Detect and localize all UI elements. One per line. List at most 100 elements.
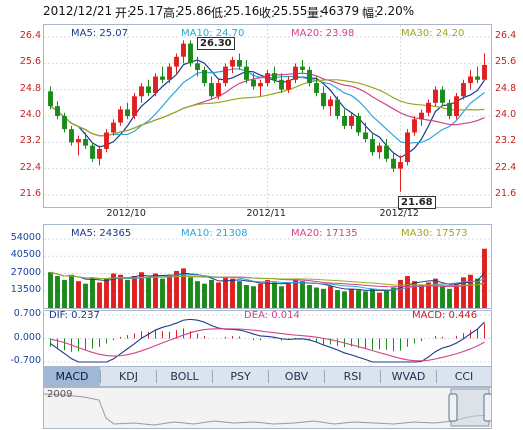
change-value: 2.20%: [376, 4, 415, 18]
volume-bar: [286, 283, 291, 308]
candle-body: [356, 116, 361, 133]
candle-body: [307, 69, 312, 84]
volume-bar: [104, 278, 109, 308]
candle-body: [125, 109, 130, 116]
price-tick-left: 22.4: [19, 161, 41, 173]
volume-bar: [230, 278, 235, 308]
volume-chart[interactable]: MA5: 24365 MA10: 21308 MA20: 17135 MA30:…: [43, 224, 492, 309]
volume-bar: [440, 286, 445, 308]
dif-legend: DIF: 0.237: [49, 310, 100, 321]
tab-divider: [156, 370, 157, 383]
volume-bar: [181, 268, 186, 308]
candle-body: [419, 112, 424, 120]
tab-divider: [100, 370, 101, 383]
range-handle-left[interactable]: [448, 393, 458, 422]
volume-bar: [167, 274, 172, 308]
volume-bar: [188, 277, 193, 308]
tab-kdj[interactable]: KDJ: [119, 370, 138, 383]
quote-date: 2012/12/21: [43, 4, 113, 18]
volume-bar: [433, 278, 438, 308]
tab-cci[interactable]: CCI: [454, 370, 474, 383]
candle-body: [454, 96, 459, 116]
volume-tick: 40500: [10, 249, 41, 261]
price-tick-right: 22.4: [495, 161, 517, 173]
ma20-legend: MA20: 23.98: [291, 28, 355, 39]
candle-body: [426, 102, 431, 113]
price-tick-right: 24.0: [495, 109, 517, 120]
candle-body: [286, 79, 291, 90]
candle-body: [461, 83, 466, 97]
date-tick: 2012/10: [106, 208, 146, 219]
macd-plot: [44, 314, 491, 363]
tab-psy[interactable]: PSY: [230, 370, 251, 383]
overview-year: 2009: [47, 389, 73, 400]
low-marker: 21.68: [398, 196, 436, 209]
candle-body: [258, 83, 263, 87]
volume-tick: 54000: [10, 232, 41, 243]
volume-bar: [111, 273, 116, 308]
range-navigator[interactable]: 2009: [43, 387, 492, 429]
candle-body: [482, 64, 487, 80]
candle-body: [321, 92, 326, 107]
candle-body: [314, 83, 319, 93]
candle-body: [83, 139, 88, 146]
date-tick: 2012/12: [379, 208, 419, 219]
volume-bar: [482, 248, 487, 308]
tab-boll[interactable]: BOLL: [170, 370, 199, 383]
candle-body: [391, 158, 396, 169]
tab-wvad[interactable]: WVAD: [391, 370, 426, 383]
price-tick-left: 26.4: [19, 30, 41, 41]
dea-legend: DEA: 0.014: [244, 310, 300, 321]
tab-macd[interactable]: MACD: [44, 367, 100, 386]
volume-bar: [398, 279, 403, 308]
low-value: 25.16: [225, 4, 260, 18]
macd-legend: MACD: 0.446: [412, 310, 478, 321]
candle-body: [293, 66, 298, 80]
price-tick-left: 21.6: [19, 188, 41, 199]
macd-tick: 0.700: [13, 308, 41, 319]
open-label: 开:: [115, 6, 132, 20]
candle-body: [97, 148, 102, 159]
tab-obv[interactable]: OBV: [284, 370, 309, 383]
candle-body: [244, 66, 249, 80]
volume-bar: [216, 282, 221, 308]
candle-body: [349, 116, 354, 126]
candle-body: [328, 99, 333, 107]
volume-bar: [461, 277, 466, 308]
macd-chart[interactable]: DIF: 0.237 DEA: 0.014 MACD: 0.446: [43, 310, 492, 367]
high-label: 高:: [163, 6, 180, 20]
candle-body: [55, 106, 60, 116]
candle-body: [104, 132, 109, 149]
vol-ma10-line: [50, 271, 485, 291]
candle-body: [48, 91, 53, 107]
volume-tick: 27000: [10, 266, 41, 278]
candle-body: [209, 83, 214, 97]
dea-line: [50, 328, 485, 362]
volume-bar: [419, 285, 424, 308]
volume-bar: [202, 283, 207, 308]
volume-bar: [97, 282, 102, 308]
candle-body: [223, 66, 228, 84]
high-marker: 26.30: [197, 37, 235, 50]
candle-body: [139, 86, 144, 97]
candle-body: [160, 76, 165, 80]
macd-tick: -0.700: [10, 355, 41, 366]
range-handle-right[interactable]: [483, 393, 491, 422]
candle-body: [342, 116, 347, 126]
candle-body: [475, 76, 480, 80]
volume-plot: [44, 238, 491, 308]
volume-bar: [209, 279, 214, 308]
candle-body: [216, 83, 221, 97]
volume-bar: [153, 273, 158, 308]
candle-body: [146, 86, 151, 93]
vol-ma5-legend: MA5: 24365: [71, 228, 132, 239]
price-chart[interactable]: MA5: 25.07 MA10: 24.70 MA20: 23.98 MA30:…: [43, 24, 492, 209]
candle-body: [69, 129, 74, 143]
volume-bar: [146, 277, 151, 308]
candle-body: [335, 99, 340, 116]
price-plot: [44, 25, 491, 207]
overview-sparkline: [44, 388, 491, 427]
candle-body: [181, 43, 186, 57]
volume-bar: [391, 287, 396, 308]
tab-rsi[interactable]: RSI: [343, 370, 362, 383]
